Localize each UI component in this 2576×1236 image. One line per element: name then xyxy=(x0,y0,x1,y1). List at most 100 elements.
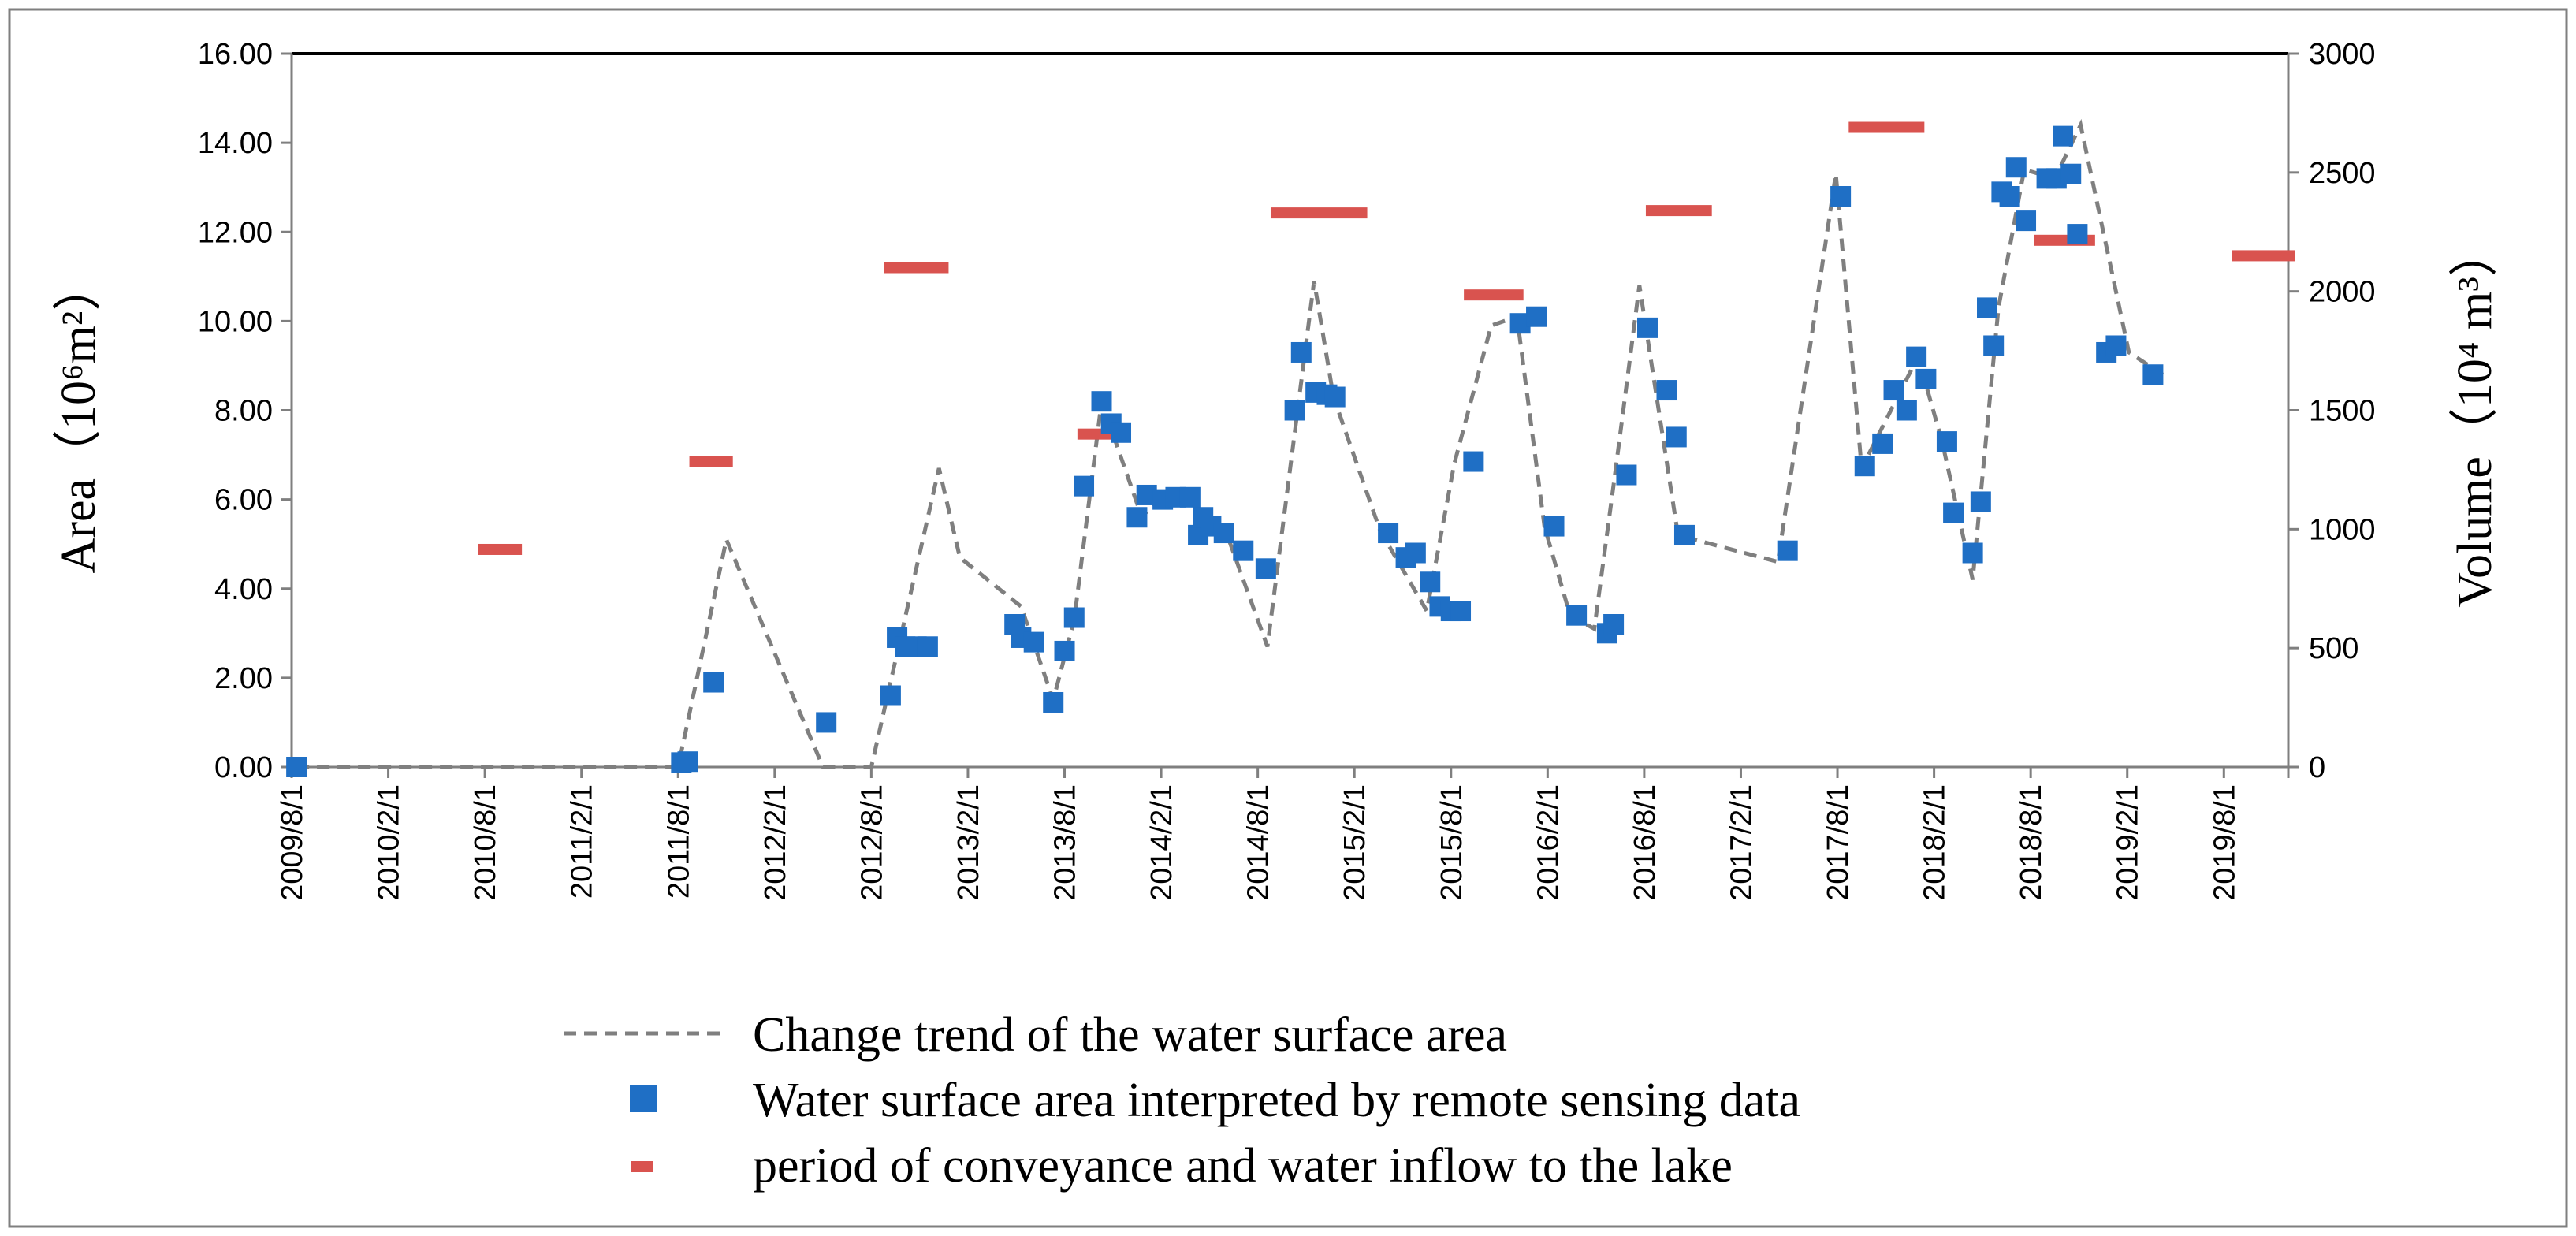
area-data-point xyxy=(2142,364,2164,385)
area-data-point xyxy=(880,685,901,706)
area-data-point xyxy=(816,712,837,733)
area-data-point xyxy=(1983,335,2005,356)
left-axis-title: Area（10⁶m²） xyxy=(52,262,106,574)
x-tick-label: 2012/2/1 xyxy=(759,784,792,901)
area-data-point xyxy=(917,636,938,657)
x-tick-label: 2010/2/1 xyxy=(373,784,406,901)
area-data-point xyxy=(677,751,698,772)
right-tick-label: 0 xyxy=(2309,751,2325,784)
inflow-period-bar xyxy=(1464,289,1524,301)
area-data-point xyxy=(1255,558,1276,579)
left-tick-label: 12.00 xyxy=(198,216,273,249)
area-data-point xyxy=(286,757,307,777)
area-data-point xyxy=(1896,400,1917,421)
area-data-point xyxy=(2105,335,2127,356)
area-data-point xyxy=(2067,224,2088,245)
x-tick-label: 2010/8/1 xyxy=(469,784,502,901)
x-tick-label: 2019/8/1 xyxy=(2208,784,2241,901)
left-tick-label: 2.00 xyxy=(214,662,273,695)
area-data-point xyxy=(1378,523,1399,544)
area-data-point xyxy=(1777,540,1798,561)
area-data-point xyxy=(1566,605,1588,626)
inflow-period-bar xyxy=(1848,121,1925,133)
left-tick-label: 6.00 xyxy=(214,484,273,517)
trend-line-group xyxy=(296,118,2165,769)
area-data-point xyxy=(1526,306,1547,327)
x-tick-label: 2013/8/1 xyxy=(1049,784,1082,901)
area-data-point xyxy=(1233,540,1254,561)
legend-area-swatch xyxy=(630,1085,657,1112)
right-tick-label: 2500 xyxy=(2309,157,2376,190)
right-tick-label: 500 xyxy=(2309,632,2358,665)
area-data-point xyxy=(1420,571,1441,593)
area-data-point xyxy=(1970,491,1991,512)
right-tick-label: 3000 xyxy=(2309,38,2376,71)
x-tick-label: 2012/8/1 xyxy=(855,784,888,901)
left-tick-label: 16.00 xyxy=(198,38,273,71)
area-data-point xyxy=(1616,464,1637,486)
x-tick-label: 2013/2/1 xyxy=(952,784,985,901)
axes-group: 0.00 2.00 4.00 6.00 8.00 10.00 12.00 14.00 16.00… xyxy=(198,38,2376,901)
area-data-point xyxy=(1936,431,1957,452)
left-tick-label: 0.00 xyxy=(214,751,273,784)
left-tick-label: 8.00 xyxy=(214,395,273,428)
area-data-point xyxy=(1043,691,1064,713)
area-data-point xyxy=(1450,601,1472,622)
area-data-point xyxy=(1074,475,1095,497)
area-data-point xyxy=(1179,486,1201,508)
x-tick-label: 2014/2/1 xyxy=(1145,784,1178,901)
x-tick-label: 2009/8/1 xyxy=(276,784,309,901)
area-data-point xyxy=(1872,433,1893,454)
x-tick-label: 2014/8/1 xyxy=(1242,784,1275,901)
x-tick-label: 2016/8/1 xyxy=(1629,784,1662,901)
inflow-period-bar xyxy=(2232,250,2295,262)
area-data-point xyxy=(1290,341,1312,363)
x-tick-label: 2019/2/1 xyxy=(2112,784,2145,901)
area-data-point xyxy=(2053,125,2074,147)
area-data-point xyxy=(1943,502,1964,523)
area-data-point xyxy=(1636,317,1658,338)
legend: Change trend of the water surface area W… xyxy=(564,1008,1800,1193)
area-data-point xyxy=(2005,157,2027,178)
legend-area-label: Water surface area interpreted by remote… xyxy=(753,1074,1800,1127)
area-data-point xyxy=(1324,386,1346,408)
area-data-point xyxy=(1673,524,1695,545)
area-data-point xyxy=(1213,523,1234,544)
right-tick-label: 2000 xyxy=(2309,276,2376,309)
inflow-period-bar xyxy=(689,456,733,467)
x-tick-label: 2017/2/1 xyxy=(1725,784,1758,901)
legend-inflow-swatch xyxy=(631,1161,653,1172)
right-axis-title: Volume（10⁴ m³） xyxy=(2448,228,2502,608)
area-data-point xyxy=(1915,368,1937,389)
area-data-point xyxy=(1906,346,1927,367)
inflow-period-group xyxy=(478,121,2295,555)
area-data-point xyxy=(1962,542,1983,564)
inflow-period-bar xyxy=(884,262,949,274)
trend-line xyxy=(296,118,2165,769)
area-data-point xyxy=(1977,297,1998,318)
area-data-point xyxy=(1023,631,1044,653)
x-tick-label: 2017/8/1 xyxy=(1822,784,1855,901)
area-data-point xyxy=(1463,451,1484,472)
x-tick-label: 2016/2/1 xyxy=(1532,784,1565,901)
area-data-point xyxy=(2016,210,2037,232)
area-data-point xyxy=(1999,186,2020,207)
x-tick-label: 2011/8/1 xyxy=(662,784,695,899)
area-data-point xyxy=(1284,400,1305,421)
area-data-point xyxy=(1883,380,1904,401)
area-data-point xyxy=(1603,614,1625,635)
legend-trend-label: Change trend of the water surface area xyxy=(753,1008,1507,1062)
area-data-point xyxy=(2060,163,2082,184)
x-tick-label: 2015/2/1 xyxy=(1338,784,1372,901)
left-tick-label: 14.00 xyxy=(198,127,273,160)
area-data-point xyxy=(703,672,724,693)
right-tick-label: 1000 xyxy=(2309,513,2376,546)
area-data-point xyxy=(1091,391,1112,412)
inflow-period-bar xyxy=(1270,207,1368,219)
area-points-group xyxy=(286,125,2164,777)
left-tick-label: 10.00 xyxy=(198,305,273,338)
inflow-period-bar xyxy=(478,543,523,555)
area-data-point xyxy=(1063,607,1085,628)
